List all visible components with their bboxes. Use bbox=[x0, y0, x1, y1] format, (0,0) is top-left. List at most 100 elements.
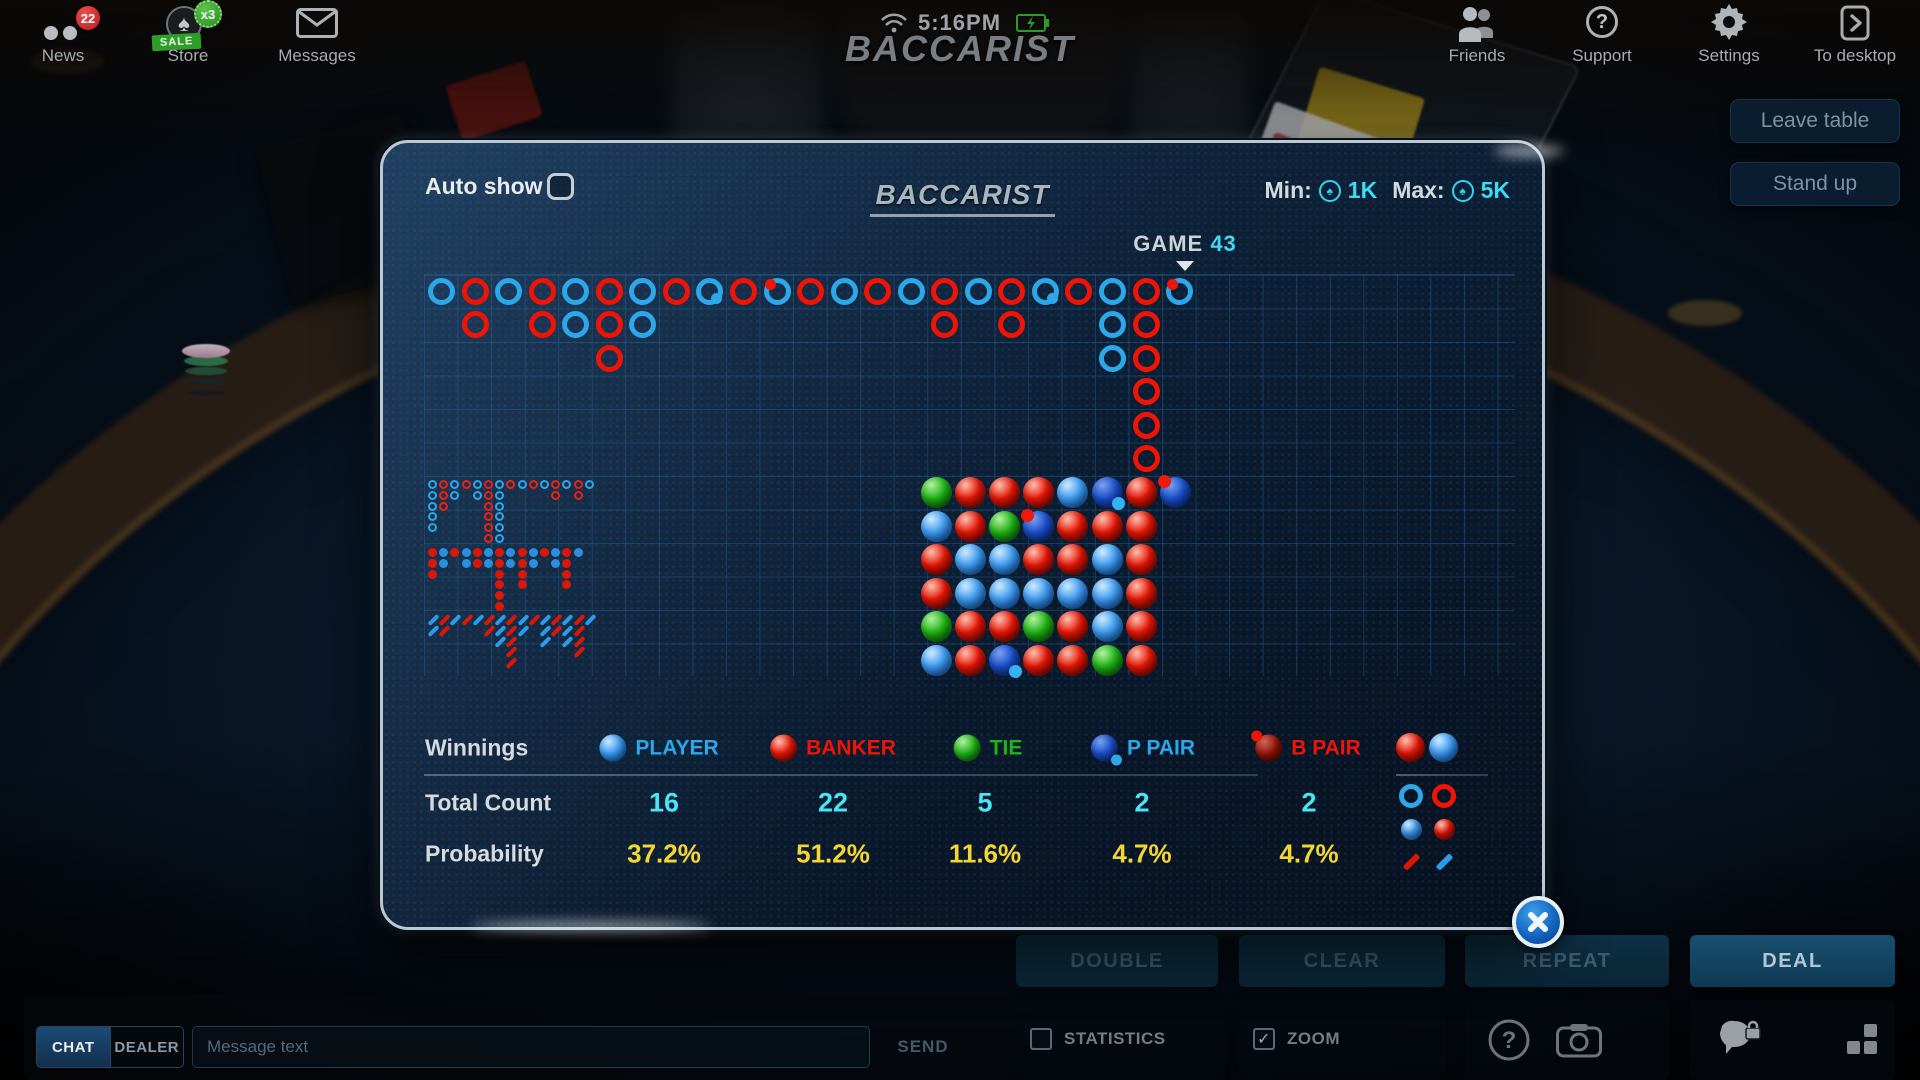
road-cell-b bbox=[484, 548, 493, 557]
p-pair-probability: 4.7% bbox=[1112, 838, 1172, 869]
road-cell-p bbox=[1099, 344, 1126, 372]
road-cell-p bbox=[1157, 475, 1191, 508]
road-cell-b bbox=[1132, 411, 1160, 439]
road-cell-b bbox=[955, 510, 987, 542]
top-bar: 22 News ♠ x3 SALE Store Messages 5:16PM … bbox=[0, 0, 1920, 75]
statistics-checkbox[interactable] bbox=[1030, 1028, 1052, 1050]
messages-label: Messages bbox=[278, 46, 356, 65]
road-cell-b bbox=[595, 278, 623, 305]
road-cell-b bbox=[921, 577, 952, 609]
banker-pair-dot bbox=[764, 279, 776, 290]
modal-glint bbox=[470, 922, 710, 930]
bead-player-icon bbox=[1429, 733, 1458, 762]
road-cell-p bbox=[1099, 278, 1126, 305]
cockroach-banker-icon bbox=[1402, 853, 1421, 871]
gear-icon bbox=[1709, 2, 1749, 42]
game-label: GAME bbox=[1133, 231, 1204, 256]
road-cell-b bbox=[472, 480, 482, 489]
envelope-icon bbox=[296, 8, 338, 38]
news-icon bbox=[44, 26, 58, 40]
modal-title: BACCARIST bbox=[869, 179, 1056, 217]
road-cell-b bbox=[729, 278, 757, 305]
clear-button[interactable]: CLEAR bbox=[1239, 935, 1445, 987]
battery-charging-icon bbox=[1016, 14, 1050, 32]
help-icon[interactable]: ? bbox=[1487, 1018, 1531, 1062]
tab-chat[interactable]: CHAT bbox=[37, 1027, 110, 1067]
road-cell-r bbox=[495, 569, 505, 579]
road-cell-r bbox=[484, 501, 493, 511]
banker-pair-dot bbox=[1021, 508, 1035, 522]
road-cell-b bbox=[540, 480, 549, 489]
stand-up-button[interactable]: Stand up bbox=[1730, 162, 1900, 206]
road-cell-r bbox=[472, 558, 482, 568]
friends-icon bbox=[1456, 6, 1500, 44]
deal-button[interactable]: DEAL bbox=[1690, 935, 1895, 987]
road-cell-p bbox=[955, 577, 987, 609]
legend-player: PLAYER bbox=[599, 734, 719, 762]
send-button[interactable]: SEND bbox=[897, 1037, 949, 1056]
banker-label: BANKER bbox=[806, 736, 896, 759]
app-logo: BACCARIST bbox=[845, 28, 1075, 69]
zoom-checkbox[interactable]: ✓ bbox=[1253, 1028, 1275, 1050]
tab-dealer[interactable]: DEALER bbox=[109, 1027, 184, 1067]
statistics-toggle[interactable]: STATISTICS bbox=[1030, 1028, 1166, 1050]
min-label: Min: bbox=[1264, 177, 1312, 203]
road-cell-r bbox=[484, 480, 493, 489]
road-cell-p bbox=[1057, 577, 1089, 609]
wifi-icon bbox=[880, 12, 908, 34]
support-label: Support bbox=[1572, 46, 1632, 65]
road-cell-r bbox=[517, 558, 527, 568]
road-cell-r bbox=[439, 490, 449, 500]
chip-icon bbox=[1451, 179, 1474, 202]
double-button[interactable]: DOUBLE bbox=[1016, 935, 1218, 987]
auto-show-checkbox[interactable] bbox=[547, 173, 574, 200]
banker-pair-dot bbox=[1157, 475, 1171, 488]
road-cell-b bbox=[955, 611, 987, 642]
store-label: Store bbox=[167, 46, 209, 65]
road-cell-p bbox=[1091, 611, 1123, 642]
road-cell-b bbox=[1125, 577, 1157, 609]
road-cell-b bbox=[584, 480, 594, 489]
road-cell-b bbox=[472, 490, 482, 500]
tie-probability: 11.6% bbox=[948, 838, 1022, 869]
camera-icon[interactable] bbox=[1556, 1024, 1602, 1058]
repeat-button[interactable]: REPEAT bbox=[1465, 935, 1669, 987]
road-cell-b bbox=[1057, 644, 1089, 676]
small-road-banker-icon bbox=[1434, 819, 1455, 840]
player-probability: 37.2% bbox=[627, 838, 701, 869]
chat-mute-lock-icon[interactable] bbox=[1718, 1020, 1764, 1062]
road-cell-p bbox=[1023, 577, 1055, 609]
road-cell-p bbox=[989, 644, 1023, 678]
road-cell-p bbox=[989, 544, 1021, 575]
road-cell-b bbox=[1125, 544, 1157, 575]
road-cell-r bbox=[517, 580, 527, 590]
message-input[interactable]: Message text bbox=[192, 1026, 870, 1068]
road-cell-b bbox=[484, 558, 493, 568]
modal-glint bbox=[1494, 146, 1564, 156]
road-cell-b bbox=[1132, 378, 1160, 406]
tie-ball-icon bbox=[953, 734, 981, 762]
small-road-player-icon bbox=[1401, 819, 1422, 840]
road-cell-b bbox=[528, 548, 538, 557]
total-count-label: Total Count bbox=[425, 789, 552, 816]
road-cell-p bbox=[830, 278, 858, 305]
road-cell-p bbox=[964, 278, 992, 305]
probability-label: Probability bbox=[425, 840, 544, 867]
zoom-toggle[interactable]: ✓ ZOOM bbox=[1253, 1028, 1340, 1050]
store-multiplier-badge: x3 bbox=[194, 0, 222, 28]
leave-table-button[interactable]: Leave table bbox=[1730, 99, 1900, 143]
big-eye-player-icon bbox=[1399, 784, 1423, 808]
road-cell-r bbox=[428, 569, 437, 579]
road-cell-p bbox=[1091, 577, 1123, 609]
road-cell-p bbox=[1091, 544, 1123, 575]
road-cell-b bbox=[461, 548, 471, 557]
layout-grid-icon[interactable] bbox=[1842, 1022, 1882, 1062]
to-desktop-label: To desktop bbox=[1813, 46, 1897, 65]
road-cell-r bbox=[540, 548, 549, 557]
road-cell-r bbox=[428, 558, 437, 568]
zoom-label: ZOOM bbox=[1287, 1029, 1340, 1048]
tie-count: 5 bbox=[977, 787, 993, 818]
close-statistics-button[interactable] bbox=[1512, 896, 1564, 948]
p-pair-label: P PAIR bbox=[1126, 736, 1196, 759]
table-limits: Min: 1K Max: 5K bbox=[1265, 177, 1510, 204]
